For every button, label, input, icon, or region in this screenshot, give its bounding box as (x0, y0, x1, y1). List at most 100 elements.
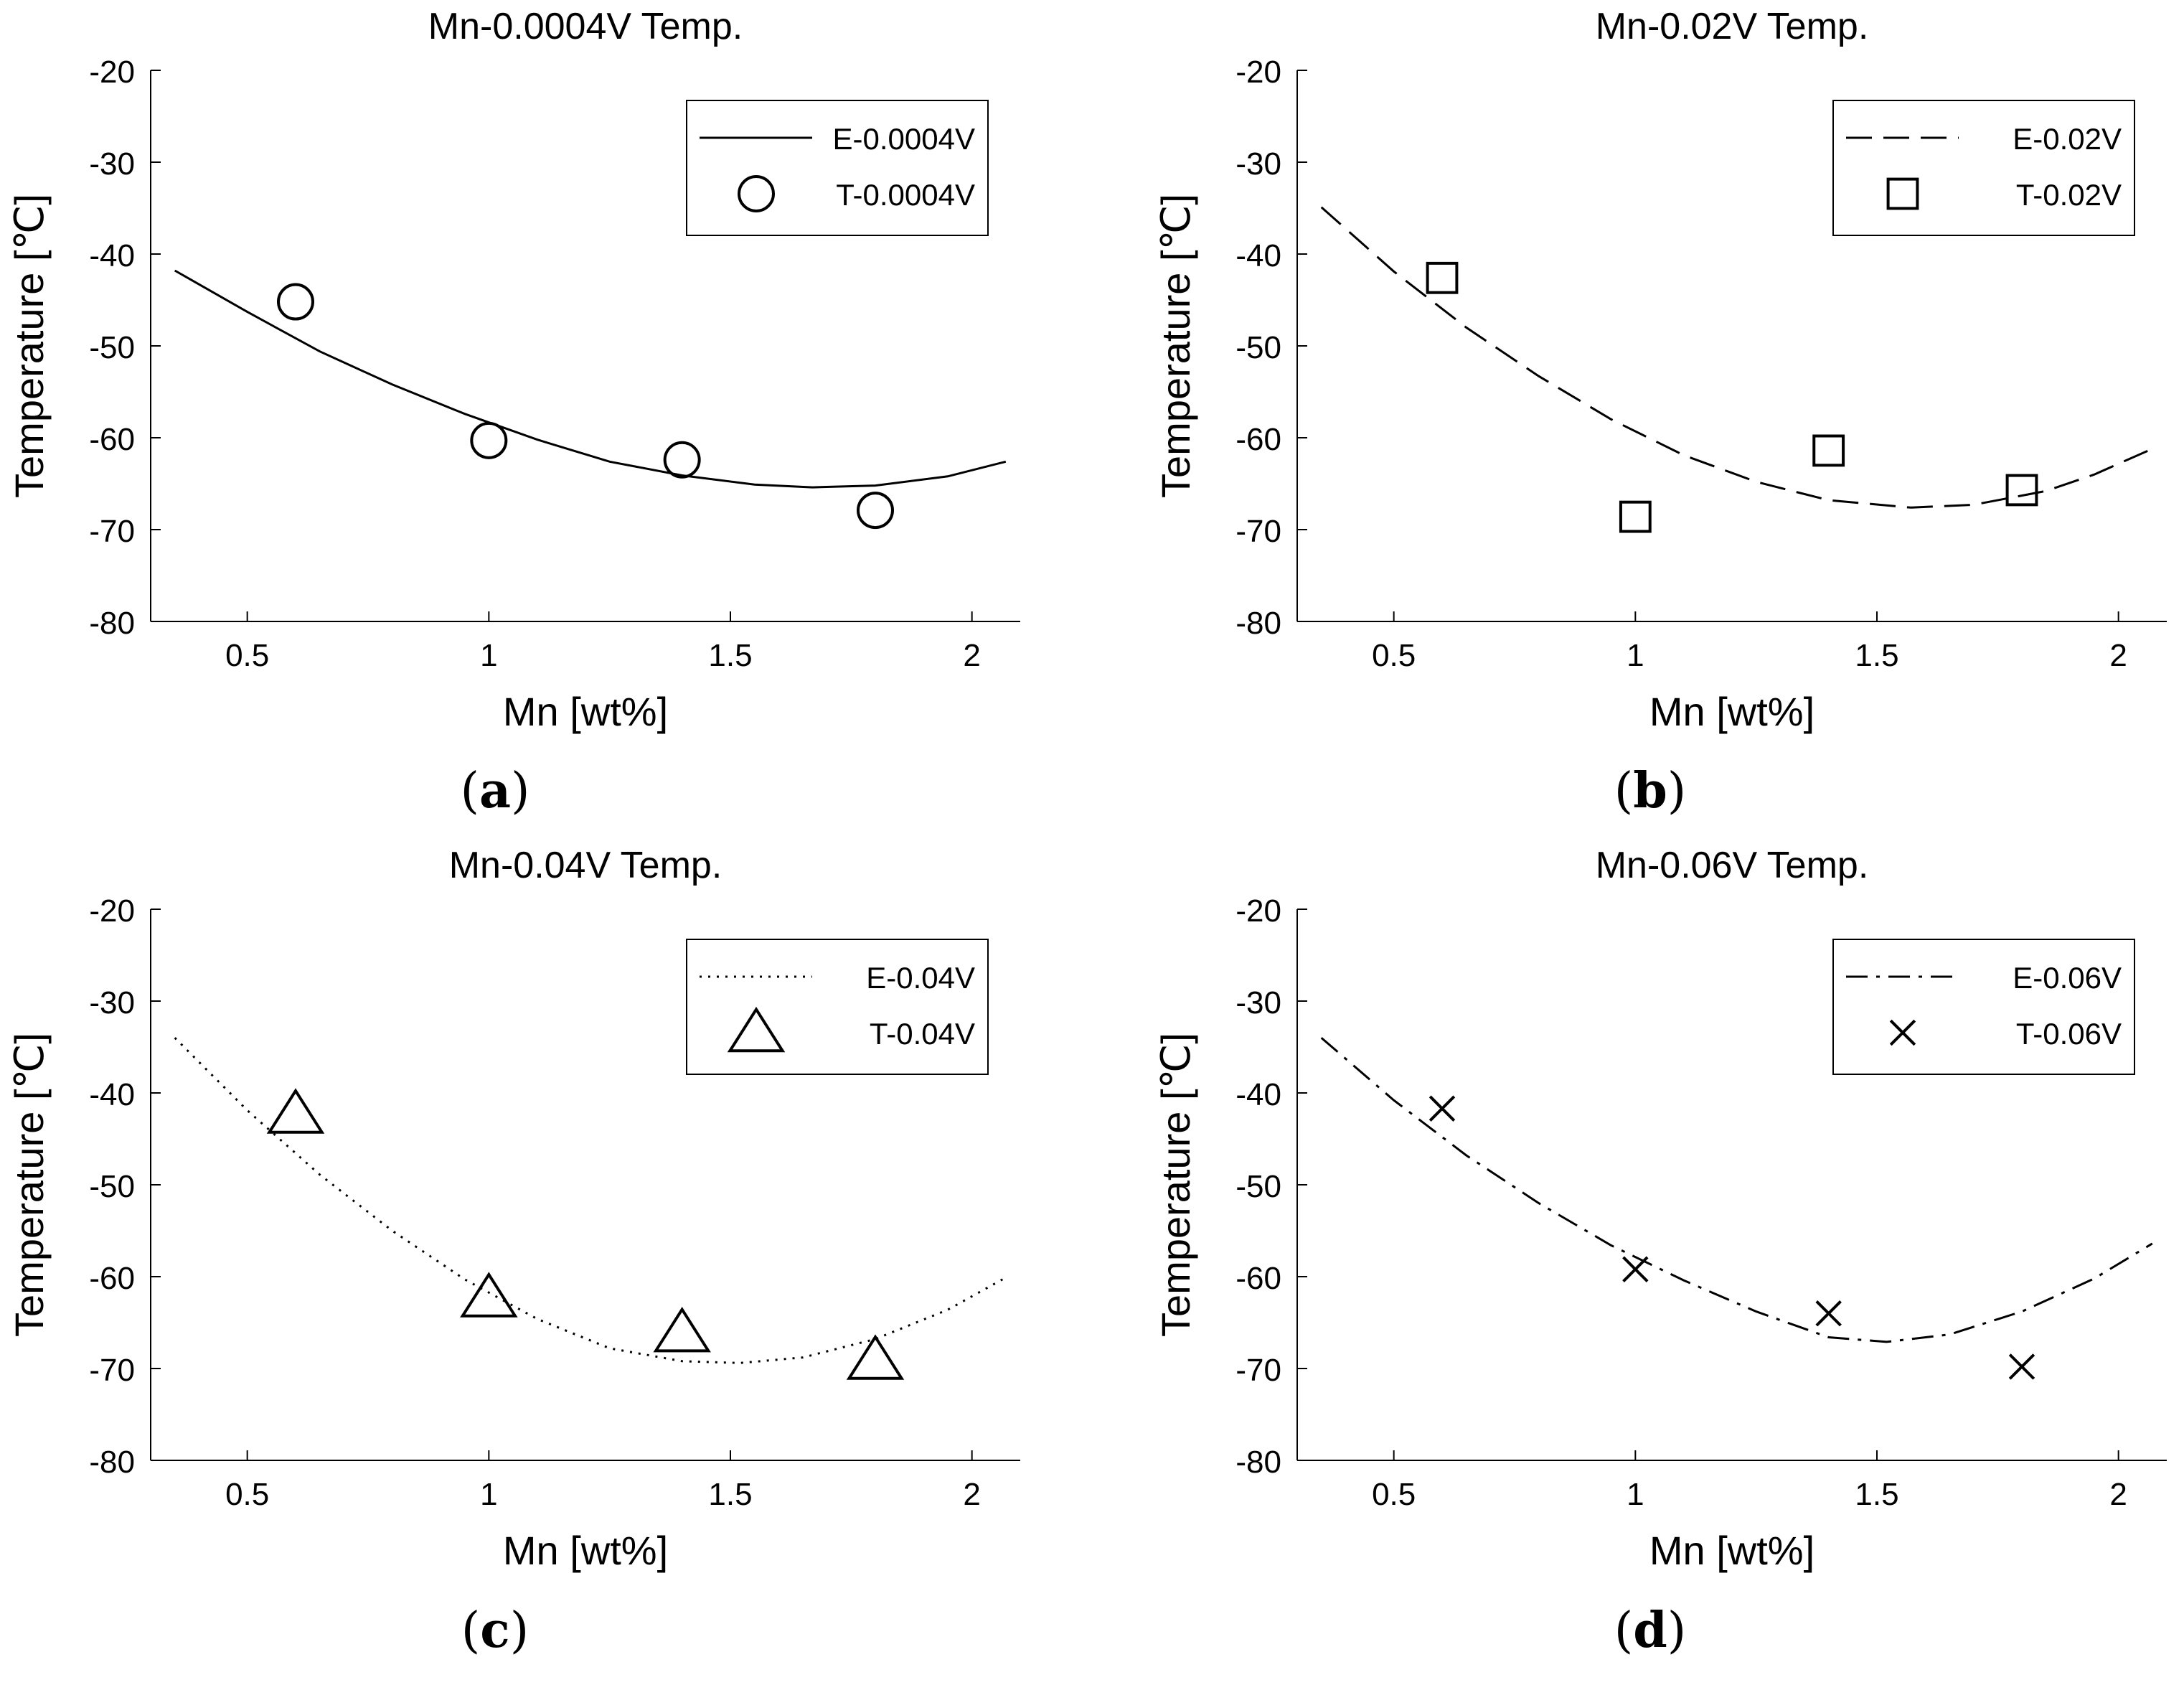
legend-label: T-0.0004V (836, 178, 975, 212)
x-tick-label: 1.5 (708, 638, 752, 673)
chart-d: -80 -70 -60 -50 -40 -30 -20 0.5 1 1.5 2 Mn-0.06V Te… (1153, 845, 2167, 1573)
chart-a: -80 -70 -60 -50 -40 -30 -20 0.5 1 1.5 2 Mn-0.0004V … (6, 6, 1020, 734)
chart-c: -80 -70 -60 -50 -40 -30 -20 0.5 1 1.5 2 Mn-0.04V Te… (6, 845, 1020, 1573)
panel-label-b: (b) (1614, 762, 1687, 820)
series-line-E-0.06V (1320, 1037, 2153, 1343)
data-point-T-0.04V (266, 1088, 325, 1134)
y-axis-label: Temperature [℃] (6, 194, 52, 498)
y-tick-label: -40 (1235, 1077, 1281, 1112)
panel-label-d: (d) (1614, 1602, 1687, 1659)
y-tick-label: -20 (89, 893, 135, 929)
y-tick-label: -50 (89, 330, 135, 365)
data-point-T-0.02V (2005, 474, 2038, 507)
y-tick-label: -80 (89, 1445, 135, 1480)
y-tick-label: -70 (1235, 514, 1281, 549)
data-point-T-0.0004V (470, 421, 508, 459)
y-tick-label: -20 (1235, 893, 1281, 929)
data-point-T-0.06V (1815, 1300, 1842, 1327)
legend-label: E-0.0004V (833, 122, 975, 156)
legend-box (686, 100, 989, 236)
legend-label: E-0.06V (2013, 961, 2122, 995)
legend-label: E-0.04V (866, 961, 975, 995)
panel-label-c: (c) (461, 1602, 529, 1659)
data-point-T-0.04V (653, 1306, 711, 1353)
data-point-T-0.06V (1622, 1256, 1649, 1282)
y-tick-label: -50 (1235, 330, 1281, 365)
chart-title: Mn-0.06V Temp. (1596, 845, 1869, 886)
y-tick-label: -50 (1235, 1169, 1281, 1204)
panel-label-d-text: d (1633, 1602, 1667, 1659)
x-tick-label: 1.5 (1855, 638, 1898, 673)
x-axis-label: Mn [wt%] (503, 689, 668, 734)
legend-marker-sample (1889, 1019, 1916, 1046)
y-tick-label: -30 (89, 146, 135, 182)
y-tick-label: -70 (89, 1353, 135, 1388)
data-point-T-0.06V (1428, 1095, 1456, 1122)
panel-label-a-text: a (479, 762, 512, 820)
data-point-T-0.06V (2008, 1353, 2035, 1380)
x-tick-label: 1.5 (708, 1477, 752, 1512)
series-line-E-0.0004V (174, 269, 1007, 489)
legend-box (686, 939, 989, 1075)
legend-label: T-0.06V (2016, 1017, 2122, 1051)
series-line-E-0.04V (174, 1037, 1007, 1364)
data-point-T-0.02V (1619, 500, 1652, 533)
x-axis-label: Mn [wt%] (1649, 689, 1814, 734)
series-line-E-0.02V (1320, 206, 2153, 509)
y-tick-label: -40 (89, 238, 135, 273)
y-tick-label: -60 (1235, 422, 1281, 457)
x-axis-label: Mn [wt%] (1649, 1528, 1814, 1573)
x-tick-label: 2 (2109, 638, 2127, 673)
x-tick-label: 0.5 (225, 638, 269, 673)
x-tick-label: 0.5 (1372, 638, 1416, 673)
chart-title: Mn-0.0004V Temp. (428, 6, 743, 47)
x-tick-label: 2 (963, 638, 980, 673)
y-tick-label: -80 (1235, 606, 1281, 641)
x-tick-label: 1 (1627, 1477, 1644, 1512)
data-point-T-0.0004V (277, 283, 314, 321)
panel-label-a: (a) (460, 762, 530, 820)
x-tick-label: 0.5 (1372, 1477, 1416, 1512)
y-tick-label: -70 (1235, 1353, 1281, 1388)
x-tick-label: 2 (963, 1477, 980, 1512)
y-tick-label: -40 (89, 1077, 135, 1112)
legend-marker-sample (1886, 177, 1919, 210)
y-axis-label: Temperature [℃] (1153, 194, 1198, 498)
legend-label: T-0.04V (870, 1017, 975, 1051)
y-tick-label: -40 (1235, 238, 1281, 273)
y-tick-label: -60 (89, 1261, 135, 1296)
data-point-T-0.04V (846, 1334, 905, 1380)
y-axis-label: Temperature [℃] (6, 1033, 52, 1337)
chart-title: Mn-0.04V Temp. (449, 845, 722, 886)
legend-label: E-0.02V (2013, 122, 2122, 156)
data-point-T-0.0004V (663, 441, 701, 479)
y-tick-label: -60 (1235, 1261, 1281, 1296)
data-point-T-0.0004V (857, 492, 894, 530)
legend-box (1832, 100, 2135, 236)
legend-marker-sample (738, 175, 775, 212)
data-point-T-0.02V (1812, 434, 1845, 467)
legend-marker-sample (727, 1006, 786, 1053)
y-tick-label: -30 (89, 985, 135, 1020)
y-tick-label: -30 (1235, 146, 1281, 182)
chart-b: -80 -70 -60 -50 -40 -30 -20 0.5 1 1.5 2 Mn-0.02V Te… (1153, 6, 2167, 734)
x-axis-label: Mn [wt%] (503, 1528, 668, 1573)
chart-title: Mn-0.02V Temp. (1596, 6, 1869, 47)
data-point-T-0.04V (460, 1272, 518, 1318)
y-tick-label: -70 (89, 514, 135, 549)
x-tick-label: 1 (480, 638, 497, 673)
legend-box (1832, 939, 2135, 1075)
y-tick-label: -20 (1235, 55, 1281, 90)
y-tick-label: -20 (89, 55, 135, 90)
x-tick-label: 1 (480, 1477, 497, 1512)
y-tick-label: -80 (89, 606, 135, 641)
panel-label-b-text: b (1633, 762, 1667, 820)
legend-label: T-0.02V (2016, 178, 2122, 212)
y-tick-label: -50 (89, 1169, 135, 1204)
x-tick-label: 2 (2109, 1477, 2127, 1512)
y-tick-label: -30 (1235, 985, 1281, 1020)
y-tick-label: -80 (1235, 1445, 1281, 1480)
x-tick-label: 1.5 (1855, 1477, 1898, 1512)
